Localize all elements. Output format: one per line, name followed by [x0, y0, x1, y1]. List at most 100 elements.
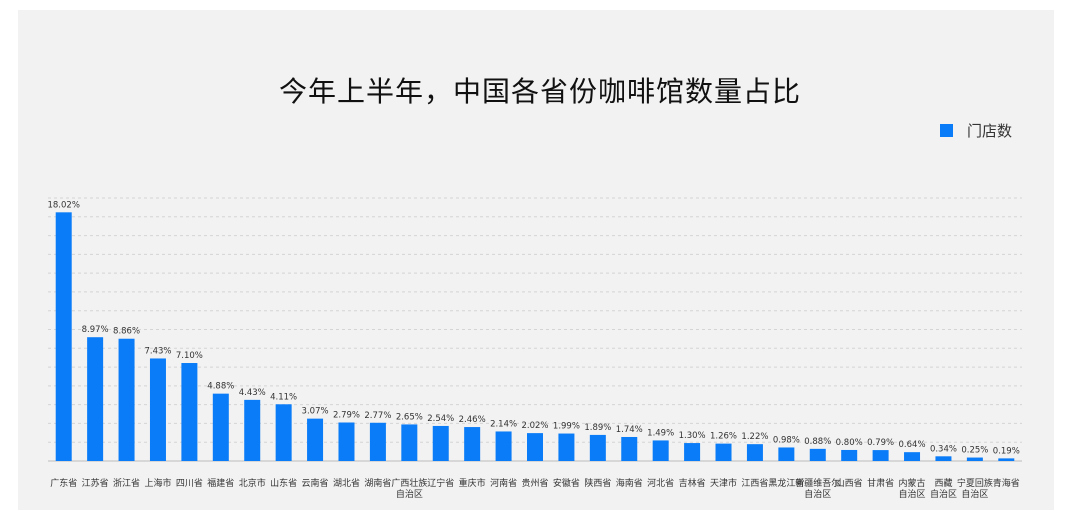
data-label: 1.49% — [647, 428, 674, 438]
x-tick-label: 湖北省 — [333, 477, 360, 489]
bar — [495, 431, 512, 461]
chart-legend: 门店数 — [940, 120, 1012, 141]
data-label: 18.02% — [47, 200, 79, 210]
data-label: 2.02% — [521, 421, 548, 431]
bar — [432, 425, 449, 461]
bar — [684, 443, 701, 461]
bar — [746, 444, 763, 461]
data-label: 2.46% — [459, 415, 486, 425]
x-tick-label: 陕西省 — [584, 477, 611, 489]
x-tick-label: 吉林省 — [679, 477, 706, 489]
bar — [87, 337, 104, 461]
x-tick-label: 西藏 — [934, 477, 952, 489]
x-tick-label: 云南省 — [302, 477, 329, 489]
x-tick-label: 自治区 — [899, 488, 926, 500]
x-tick-label: 黑龙江省 — [768, 477, 804, 489]
bar — [589, 434, 606, 461]
bar — [149, 358, 166, 461]
data-label: 0.19% — [993, 446, 1020, 456]
data-label: 1.22% — [741, 432, 768, 442]
data-label: 1.89% — [584, 423, 611, 433]
x-tick-label: 重庆市 — [459, 477, 486, 489]
x-tick-label: 江西省 — [741, 477, 768, 489]
x-tick-label: 安徽省 — [553, 477, 580, 489]
bar — [307, 418, 324, 461]
bar — [527, 433, 543, 461]
x-tick-label: 广西壮族 — [391, 477, 427, 489]
chart-title: 今年上半年，中国各省份咖啡馆数量占比 — [278, 75, 801, 108]
x-tick-label: 河北省 — [647, 477, 674, 489]
bar — [872, 450, 889, 461]
bar — [118, 338, 135, 461]
data-label: 3.07% — [302, 407, 329, 417]
x-tick-label: 山东省 — [270, 477, 297, 489]
x-tick-label: 自治区 — [930, 488, 957, 500]
data-label: 0.80% — [836, 438, 863, 448]
bar — [369, 422, 386, 461]
data-label: 2.77% — [364, 411, 391, 421]
bar — [778, 447, 795, 461]
data-label: 1.30% — [679, 431, 706, 441]
x-tick-label: 广东省 — [50, 477, 77, 489]
x-tick-label: 内蒙古 — [899, 477, 926, 489]
x-tick-label: 宁夏回族 — [957, 477, 993, 489]
bar — [998, 458, 1015, 461]
x-tick-label: 自治区 — [804, 488, 831, 500]
x-tick-label: 北京市 — [239, 477, 266, 489]
bar — [904, 452, 921, 461]
data-label: 0.64% — [899, 440, 926, 450]
bar — [809, 448, 826, 461]
data-label: 2.65% — [396, 412, 423, 422]
x-tick-label: 天津市 — [710, 477, 737, 489]
data-label: 2.14% — [490, 419, 517, 429]
x-tick-label: 浙江省 — [113, 477, 140, 489]
x-tick-label: 自治区 — [961, 488, 988, 500]
legend-label: 门店数 — [967, 122, 1013, 140]
x-tick-label: 辽宁省 — [427, 477, 454, 489]
data-label: 8.97% — [82, 325, 109, 335]
data-label: 7.43% — [144, 346, 171, 356]
data-label: 4.88% — [207, 382, 234, 392]
data-label: 1.99% — [553, 422, 580, 432]
data-label: 0.98% — [773, 435, 800, 445]
data-label: 2.54% — [427, 414, 454, 424]
data-label: 8.86% — [113, 327, 140, 337]
bar — [621, 436, 638, 461]
data-label: 1.26% — [710, 432, 737, 442]
bar — [841, 449, 858, 461]
data-label: 0.34% — [930, 444, 957, 454]
x-tick-label: 山西省 — [836, 477, 863, 489]
data-label: 7.10% — [176, 351, 203, 361]
x-tick-label: 甘肃省 — [867, 477, 894, 489]
bar — [715, 443, 732, 461]
bar — [401, 424, 418, 461]
bar — [212, 393, 229, 461]
data-label: 4.43% — [239, 388, 266, 398]
x-tick-label: 自治区 — [396, 488, 423, 500]
x-tick-label: 上海市 — [144, 477, 171, 489]
bar — [464, 427, 481, 461]
bar — [935, 456, 952, 461]
bar — [275, 404, 292, 461]
x-tick-label: 四川省 — [176, 477, 203, 489]
legend-swatch — [940, 124, 953, 137]
data-label: 0.79% — [867, 438, 894, 448]
x-tick-label: 江苏省 — [82, 477, 109, 489]
bar — [966, 457, 983, 461]
bar — [55, 212, 72, 461]
x-tick-label: 海南省 — [616, 477, 643, 489]
x-tick-label: 贵州省 — [521, 477, 548, 489]
data-label: 4.11% — [270, 392, 297, 402]
bar — [558, 433, 575, 461]
data-label: 1.74% — [616, 425, 643, 435]
bar — [244, 399, 261, 461]
x-tick-label: 湖南省 — [364, 477, 391, 489]
x-tick-label: 河南省 — [490, 477, 517, 489]
data-label: 2.79% — [333, 410, 360, 420]
data-label: 0.25% — [961, 446, 988, 456]
x-tick-label: 新疆维吾尔 — [795, 477, 840, 489]
x-tick-label: 青海省 — [993, 477, 1020, 489]
bar — [338, 422, 355, 461]
bar — [181, 363, 198, 461]
